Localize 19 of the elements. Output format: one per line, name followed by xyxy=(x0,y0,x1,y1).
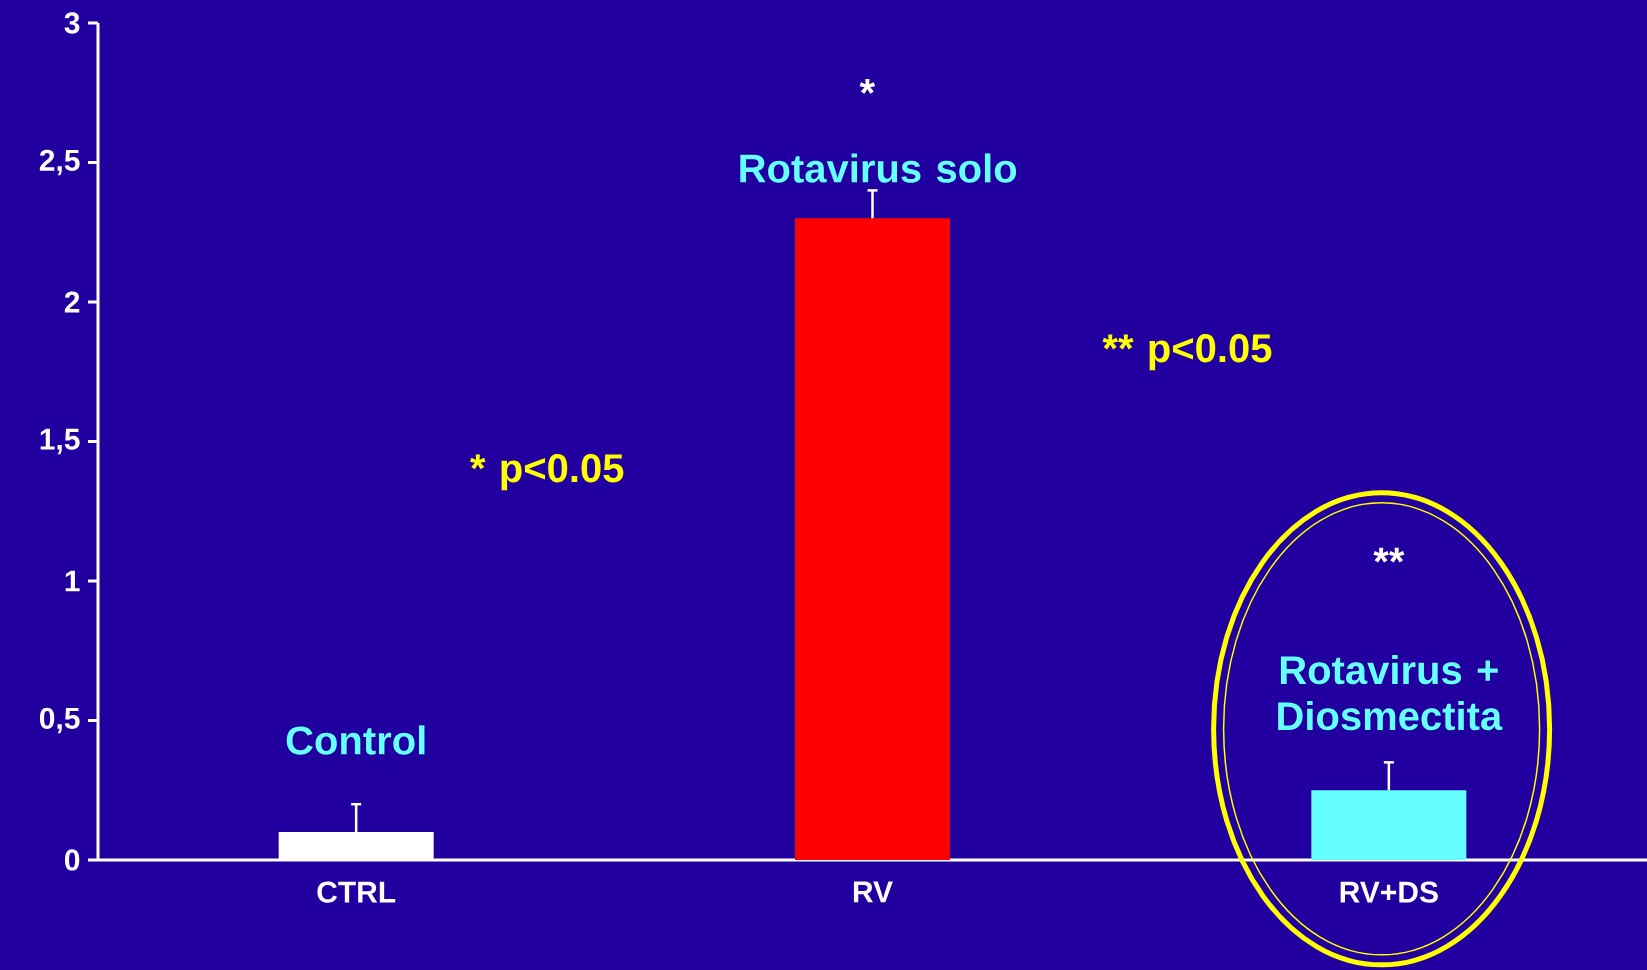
annotation: Rotavirus solo xyxy=(740,153,1017,183)
y-tick-label: 2 xyxy=(64,291,80,313)
annotation: ** xyxy=(1373,547,1405,563)
y-tick-label: 1,5 xyxy=(40,428,80,455)
annotation: * xyxy=(859,78,876,94)
y-tick-label: 3 xyxy=(64,12,80,34)
x-tick-label: RV+DS xyxy=(1340,881,1438,903)
x-tick-label: RV xyxy=(853,881,893,903)
annotation: Control xyxy=(286,725,425,755)
annotation: Rotavirus + Diosmectita xyxy=(1278,654,1503,731)
x-tick-label: CTRL xyxy=(317,881,396,903)
y-tick-label: 1 xyxy=(65,570,80,592)
annotation: * p<0.05 xyxy=(470,454,624,491)
y-tick-label: 0,5 xyxy=(39,707,80,734)
y-tick-label: 2,5 xyxy=(39,149,80,176)
y-tick-label: 0 xyxy=(64,849,80,871)
bar xyxy=(1311,790,1467,860)
annotation: ** p<0.05 xyxy=(1102,334,1272,371)
bar xyxy=(795,218,950,860)
